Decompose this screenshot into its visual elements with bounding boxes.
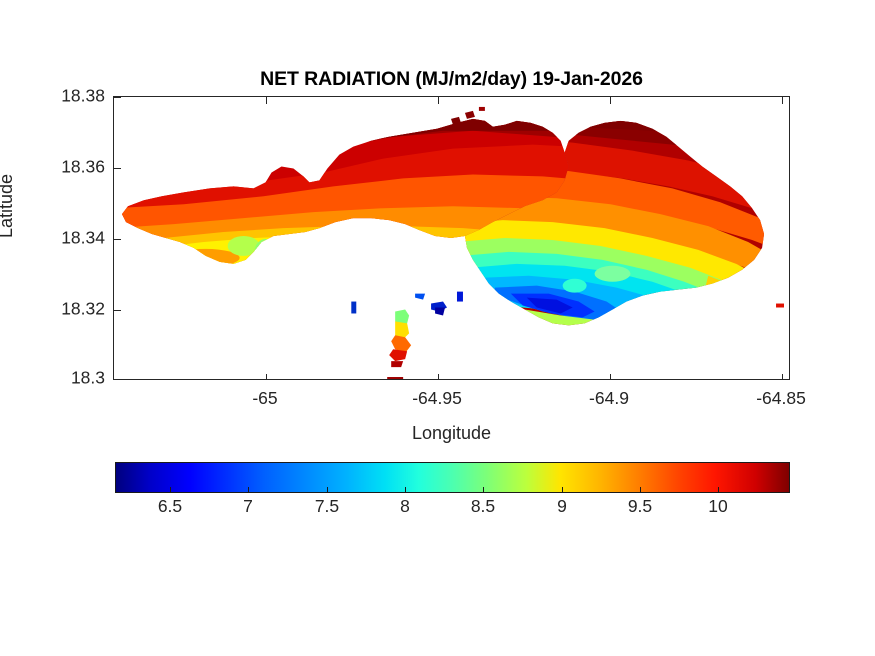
colorbar-tick-mark bbox=[640, 487, 642, 493]
ytick-mark bbox=[114, 379, 121, 380]
xtick-mark bbox=[266, 374, 268, 379]
ytick-label-18-32: 18.32 bbox=[61, 298, 105, 319]
colorbar-tick-mark bbox=[483, 487, 485, 493]
colorbar-tick-mark bbox=[405, 487, 407, 493]
page-title: NET RADIATION (MJ/m2/day) 19-Jan-2026 bbox=[260, 68, 643, 90]
xtick-mark bbox=[438, 374, 440, 379]
colorbar-tick-mark bbox=[718, 487, 720, 493]
xtick-label-minus65: -65 bbox=[252, 388, 278, 408]
colorbar-tick-mark bbox=[248, 487, 250, 493]
map-axes[interactable] bbox=[113, 96, 790, 380]
ytick-mark bbox=[114, 310, 121, 312]
colorbar-label-6-5: 6.5 bbox=[157, 496, 183, 516]
colorbar-label-9: 9 bbox=[557, 496, 567, 516]
xtick-label-minus64-9: -64.9 bbox=[589, 388, 629, 408]
satellite-islands bbox=[351, 106, 785, 379]
colorbar[interactable] bbox=[115, 462, 790, 493]
ytick-label-18-36: 18.36 bbox=[61, 156, 105, 177]
y-axis-label: Latitude bbox=[0, 173, 16, 238]
colorbar-label-10: 10 bbox=[708, 496, 728, 516]
xtick-mark bbox=[610, 97, 612, 104]
xtick-mark bbox=[266, 97, 268, 104]
xtick-label-minus64-85: -64.85 bbox=[756, 388, 806, 408]
ytick-label-18-3: 18.3 bbox=[70, 367, 105, 388]
colorbar-tick-mark bbox=[327, 487, 329, 493]
colorbar-label-8: 8 bbox=[400, 496, 410, 516]
ytick-mark bbox=[114, 97, 121, 99]
colorbar-label-7: 7 bbox=[243, 496, 253, 516]
colorbar-gradient bbox=[116, 463, 789, 492]
colorbar-tick-mark bbox=[170, 487, 172, 493]
colorbar-label-7-5: 7.5 bbox=[314, 496, 340, 516]
ytick-mark bbox=[114, 168, 121, 170]
ytick-mark bbox=[114, 239, 121, 241]
colorbar-label-8-5: 8.5 bbox=[470, 496, 496, 516]
xtick-mark bbox=[782, 374, 784, 379]
ytick-label-18-34: 18.34 bbox=[61, 227, 105, 248]
ytick-label-18-38: 18.38 bbox=[61, 85, 105, 106]
colorbar-tick-mark bbox=[562, 487, 564, 493]
xtick-mark bbox=[610, 374, 612, 379]
colorbar-label-9-5: 9.5 bbox=[627, 496, 653, 516]
xtick-mark bbox=[782, 97, 784, 104]
net-radiation-heatmap bbox=[121, 106, 785, 379]
x-axis-label: Longitude bbox=[411, 423, 492, 443]
xtick-mark bbox=[438, 97, 440, 104]
xtick-label-minus64-95: -64.95 bbox=[412, 388, 462, 408]
